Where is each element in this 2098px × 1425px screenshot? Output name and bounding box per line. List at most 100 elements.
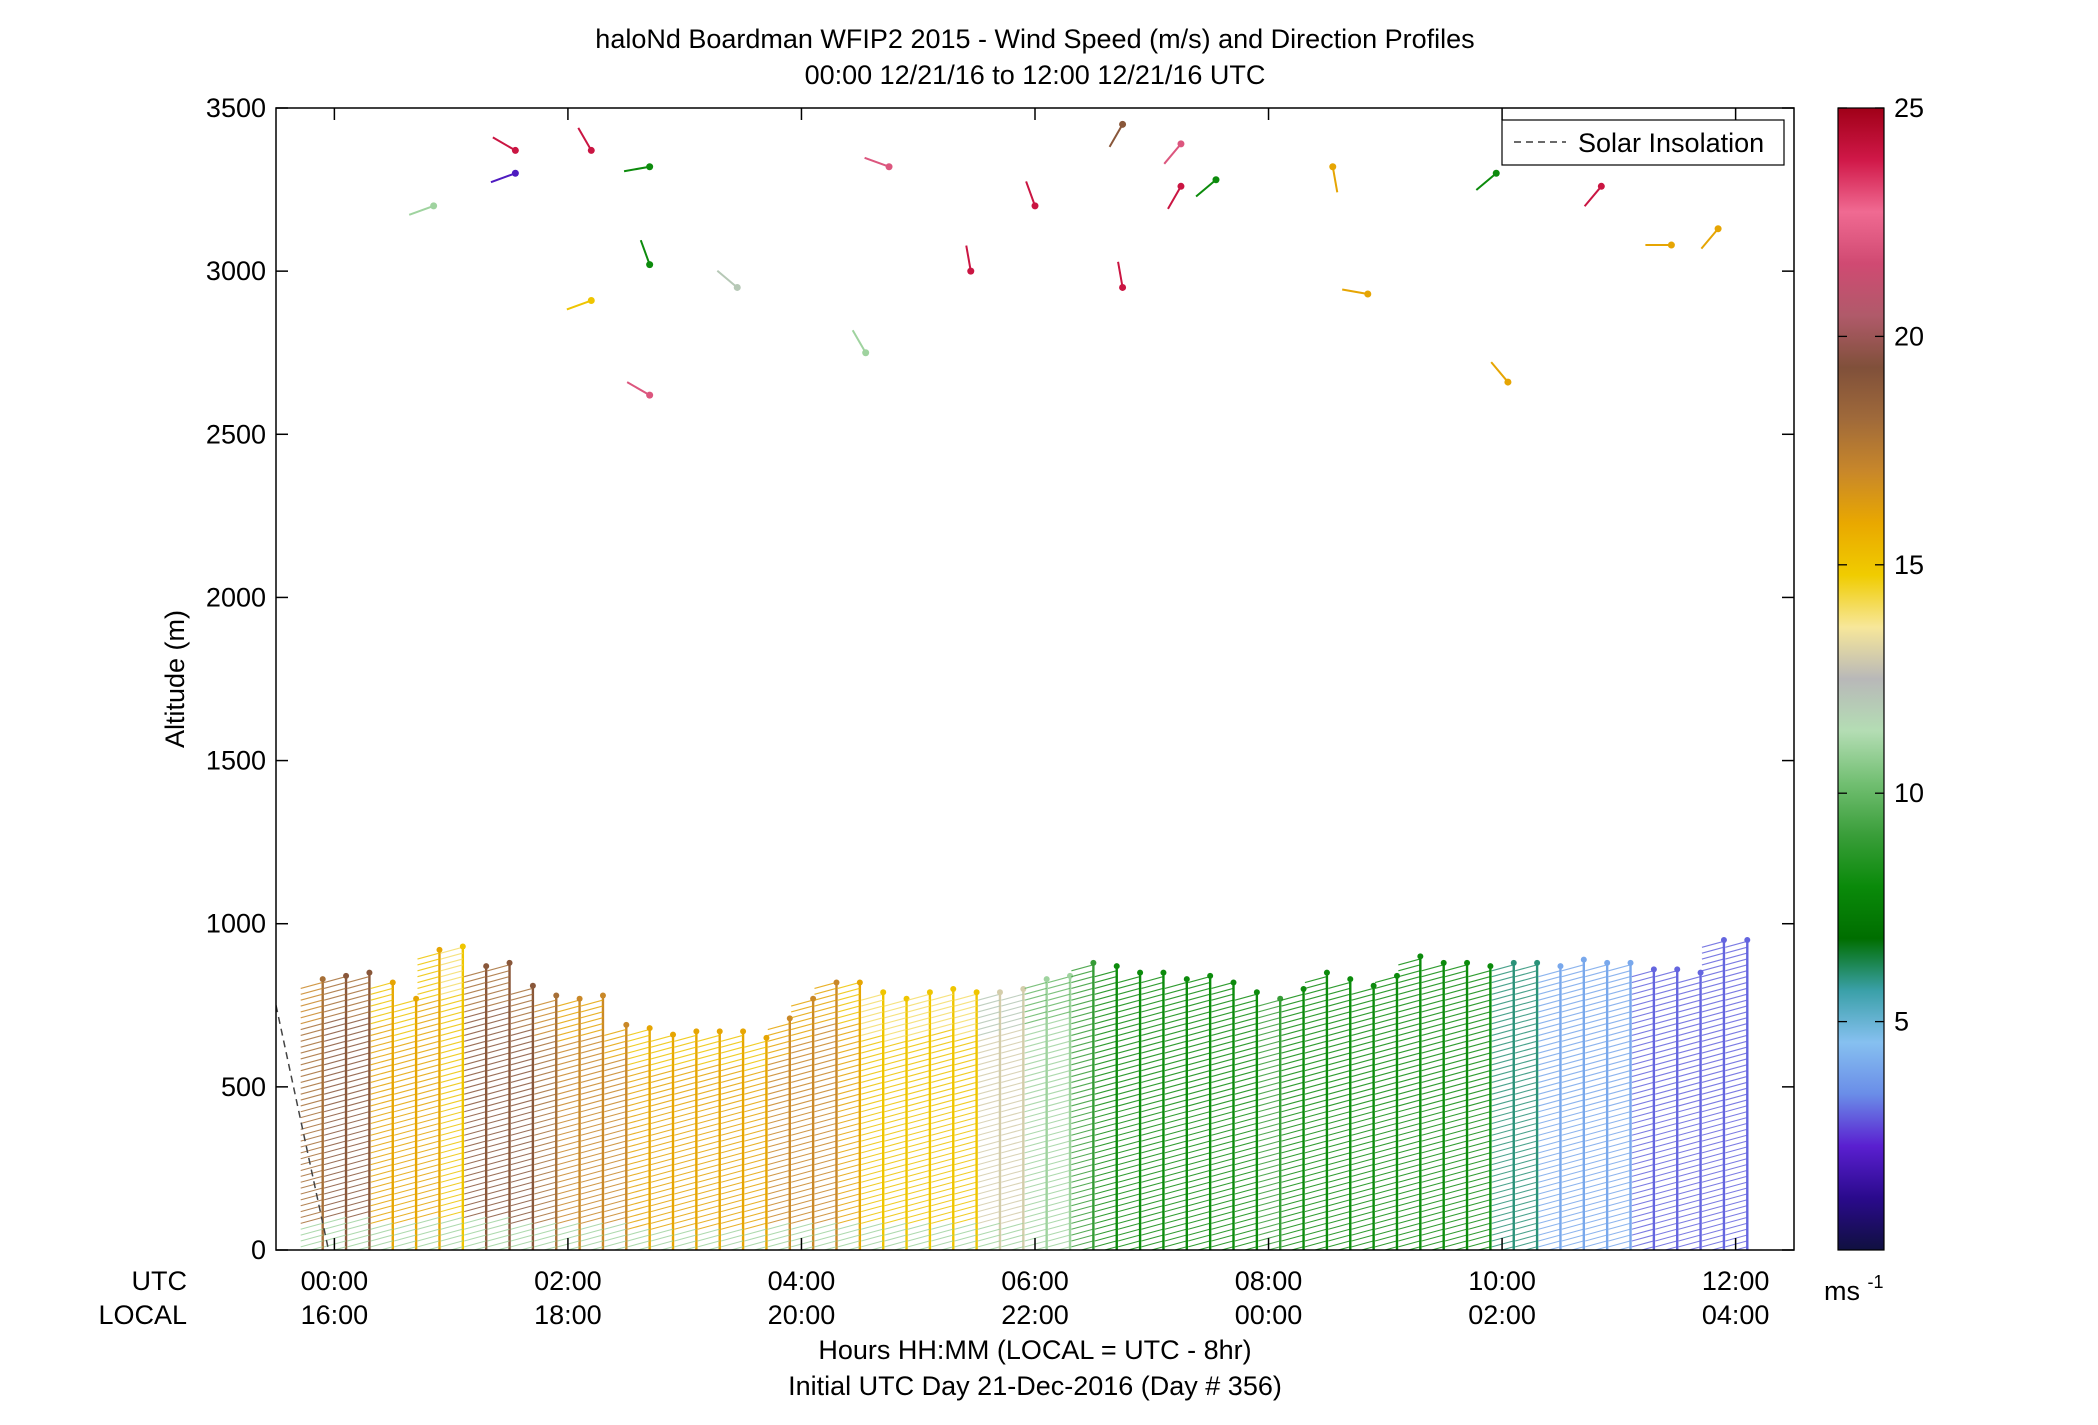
- wind-barb: [1725, 1040, 1748, 1048]
- wind-barb: [1468, 1140, 1491, 1148]
- wind-barb: [954, 999, 977, 1007]
- wind-barb: [1655, 1087, 1678, 1095]
- wind-barb: [1631, 1205, 1655, 1213]
- wind-barb: [1374, 1099, 1398, 1107]
- wind-barb: [1281, 1140, 1304, 1148]
- wind-profile: [697, 1028, 723, 1250]
- wind-barb: [604, 1228, 627, 1236]
- wind-barb: [837, 1093, 860, 1101]
- wind-barb: [1538, 1116, 1561, 1125]
- wind-barb: [814, 1216, 837, 1224]
- wind-barb: [907, 1205, 931, 1213]
- wind-barb: [884, 1105, 907, 1113]
- wind-barb: [464, 1128, 487, 1136]
- wind-barb: [861, 1169, 884, 1177]
- wind-barb: [1514, 1028, 1538, 1036]
- wind-barb: [557, 1011, 580, 1019]
- wind-barb: [1514, 976, 1538, 984]
- wind-profile: [720, 1028, 747, 1250]
- wind-barb: [1608, 993, 1631, 1001]
- wind-barb: [393, 1093, 417, 1101]
- wind-barb: [744, 1199, 767, 1207]
- wind-barb: [510, 1023, 534, 1031]
- wind-barb: [837, 999, 860, 1007]
- wind-barb: [837, 1134, 860, 1142]
- wind-barb: [1351, 1234, 1374, 1242]
- wind-barb: [580, 1134, 604, 1142]
- wind-barb: [1164, 1222, 1187, 1230]
- wind-barb: [1398, 1017, 1421, 1025]
- wind-barb: [300, 999, 323, 1007]
- wind-barb: [1234, 1146, 1258, 1154]
- wind-barb: [814, 987, 837, 995]
- wind-barb: [1585, 1234, 1608, 1242]
- wind-barb: [1398, 1070, 1421, 1078]
- wind-barb: [720, 1222, 744, 1230]
- wind-barb: [790, 1111, 814, 1119]
- wind-barb: [884, 1052, 907, 1060]
- wind-barb: [580, 1081, 604, 1089]
- wind-barb: [1188, 1240, 1211, 1248]
- wind-barb: [370, 1093, 393, 1101]
- wind-barb: [1328, 1175, 1351, 1183]
- wind-barb: [1491, 1028, 1514, 1036]
- wind-barb: [1514, 1240, 1538, 1248]
- wind-barb: [837, 1034, 860, 1042]
- wind-barb: [417, 1216, 440, 1224]
- wind-barb: [1514, 1146, 1538, 1154]
- wind-barb: [1538, 1240, 1561, 1248]
- wind-profile: [650, 1031, 677, 1250]
- wind-barb: [1538, 1105, 1561, 1113]
- wind-barb: [1678, 1210, 1701, 1219]
- wind-barb: [1188, 1011, 1211, 1019]
- wind-barb: [814, 1075, 837, 1083]
- wind-barb: [464, 1040, 487, 1048]
- wind-barb: [697, 1158, 720, 1166]
- wind-barb: [837, 1064, 860, 1072]
- wind-barb: [440, 1081, 463, 1089]
- wind-barb: [1164, 1146, 1187, 1154]
- wind-barb: [1374, 1222, 1398, 1230]
- wind-barb: [720, 1240, 744, 1248]
- wind-barb: [1514, 1017, 1538, 1025]
- wind-barb: [393, 1070, 417, 1078]
- wind-barb: [1514, 1070, 1538, 1078]
- wind-barb: [464, 1134, 487, 1142]
- wind-barb: [1444, 1205, 1468, 1213]
- wind-barb: [1328, 1140, 1351, 1148]
- wind-barb: [580, 1105, 604, 1113]
- wind-barb: [1631, 1070, 1655, 1078]
- wind-barb: [1094, 1169, 1117, 1177]
- wind-barb: [767, 1187, 790, 1195]
- wind-barb: [1351, 1240, 1374, 1248]
- wind-barb: [837, 1023, 860, 1031]
- wind-barb: [370, 1146, 393, 1154]
- wind-barb: [347, 1111, 370, 1119]
- wind-barb: [1514, 1046, 1538, 1054]
- wind-barb: [510, 1075, 534, 1083]
- wind-barb: [931, 1064, 954, 1072]
- wind-barb: [1421, 1216, 1444, 1224]
- wind-barb: [1234, 1070, 1258, 1078]
- wind-barb: [627, 1040, 650, 1048]
- wind-barb: [440, 970, 463, 978]
- wind-barb: [697, 1181, 720, 1189]
- wind-barb: [1655, 1064, 1678, 1072]
- upper-wind-dot: [733, 283, 741, 291]
- wind-barb: [1351, 1046, 1374, 1054]
- wind-barb: [440, 1163, 463, 1172]
- wind-barb: [977, 1240, 1001, 1248]
- wind-barb: [884, 1017, 907, 1025]
- wind-barb: [1258, 1146, 1281, 1154]
- profile-top-dot: [599, 992, 606, 999]
- wind-barb: [487, 1216, 510, 1224]
- wind-barb: [323, 1193, 347, 1201]
- wind-barb: [1538, 1087, 1561, 1095]
- wind-barb: [300, 1216, 323, 1224]
- wind-barb: [1071, 1028, 1094, 1036]
- wind-barb: [1071, 1234, 1094, 1242]
- wind-barb: [767, 1099, 790, 1107]
- wind-barb: [1655, 1070, 1678, 1078]
- wind-barb: [1328, 1158, 1351, 1166]
